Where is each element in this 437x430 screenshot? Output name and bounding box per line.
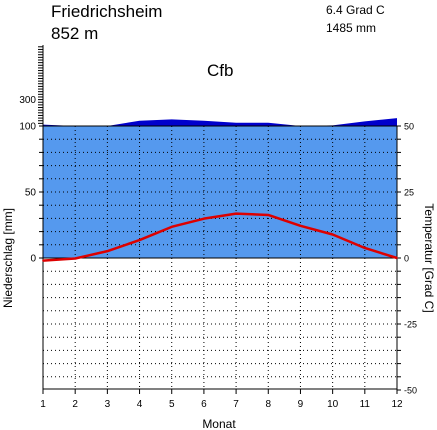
x-tick-label: 9 <box>298 399 304 410</box>
right-tick-label: 25 <box>404 188 414 198</box>
temperature-point <box>106 250 109 252</box>
x-tick-label: 3 <box>105 399 111 410</box>
right-tick-label: -50 <box>404 386 417 396</box>
dotted-grid <box>43 126 397 389</box>
x-tick-label: 10 <box>327 399 339 410</box>
chart-elevation: 852 m <box>51 24 98 43</box>
excess-precipitation-area <box>43 118 397 126</box>
right-tick-label: 0 <box>404 254 409 264</box>
left-tick-label: 0 <box>30 254 36 265</box>
y-axis-left-label: Niederschlag [mm] <box>1 208 15 308</box>
climate-class: Cfb <box>207 61 233 80</box>
temperature-series <box>42 212 398 262</box>
temperature-point <box>299 224 302 227</box>
right-tick-label: -25 <box>404 320 417 330</box>
x-tick-label: 5 <box>169 399 175 410</box>
temperature-point <box>364 247 366 249</box>
x-tick-label: 11 <box>360 399 371 410</box>
x-tick-label: 1 <box>40 399 46 410</box>
right-tick-label: 50 <box>404 122 414 132</box>
temperature-line <box>42 212 398 262</box>
x-tick-label: 6 <box>201 399 207 410</box>
annual-precipitation: 1485 mm <box>326 21 376 35</box>
chart-title: Friedrichsheim <box>51 2 162 21</box>
x-tick-label: 12 <box>391 399 403 410</box>
temperature-point <box>396 257 398 259</box>
y-axis-right-label: Temperatur [Grad C] <box>422 203 436 312</box>
temperature-point <box>42 259 44 262</box>
temperature-point <box>235 212 237 215</box>
left-tick-label: 300 <box>19 95 36 106</box>
temperature-point <box>203 217 205 220</box>
temperature-point <box>267 214 270 216</box>
x-tick-label: 8 <box>265 399 271 410</box>
temperature-point <box>74 257 76 260</box>
x-axis-label: Monat <box>202 417 236 430</box>
x-tick-label: 4 <box>137 399 143 410</box>
temperature-point <box>170 226 173 228</box>
temperature-point <box>138 239 141 241</box>
x-tick-label: 7 <box>233 399 239 410</box>
temperature-point <box>331 233 334 236</box>
annual-temperature: 6.4 Grad C <box>326 3 385 17</box>
x-tick-label: 2 <box>72 399 78 410</box>
left-tick-label: 50 <box>25 188 37 199</box>
left-tick-label: 100 <box>19 122 36 133</box>
